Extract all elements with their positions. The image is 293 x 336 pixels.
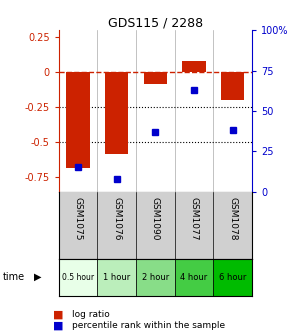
Bar	[221, 72, 244, 100]
Text: ▶: ▶	[34, 272, 41, 282]
Bar	[144, 72, 167, 84]
Text: log ratio: log ratio	[72, 310, 110, 319]
Bar	[136, 259, 175, 296]
Text: percentile rank within the sample: percentile rank within the sample	[72, 322, 225, 330]
Text: 6 hour: 6 hour	[219, 273, 246, 282]
Bar	[105, 72, 128, 154]
Text: GSM1078: GSM1078	[228, 197, 237, 240]
Text: ■: ■	[53, 321, 64, 331]
Text: time: time	[3, 272, 25, 282]
Bar	[59, 259, 97, 296]
Text: GSM1075: GSM1075	[74, 197, 82, 240]
Text: 0.5 hour: 0.5 hour	[62, 273, 94, 282]
Text: 2 hour: 2 hour	[142, 273, 169, 282]
Text: 4 hour: 4 hour	[180, 273, 208, 282]
Bar	[66, 72, 90, 168]
Bar	[213, 259, 252, 296]
Text: ■: ■	[53, 309, 64, 319]
Text: GSM1090: GSM1090	[151, 197, 160, 240]
Title: GDS115 / 2288: GDS115 / 2288	[108, 16, 203, 29]
Bar	[182, 61, 206, 72]
Text: GSM1077: GSM1077	[190, 197, 198, 240]
Text: GSM1076: GSM1076	[112, 197, 121, 240]
Text: 1 hour: 1 hour	[103, 273, 130, 282]
Bar	[97, 259, 136, 296]
Bar	[175, 259, 213, 296]
